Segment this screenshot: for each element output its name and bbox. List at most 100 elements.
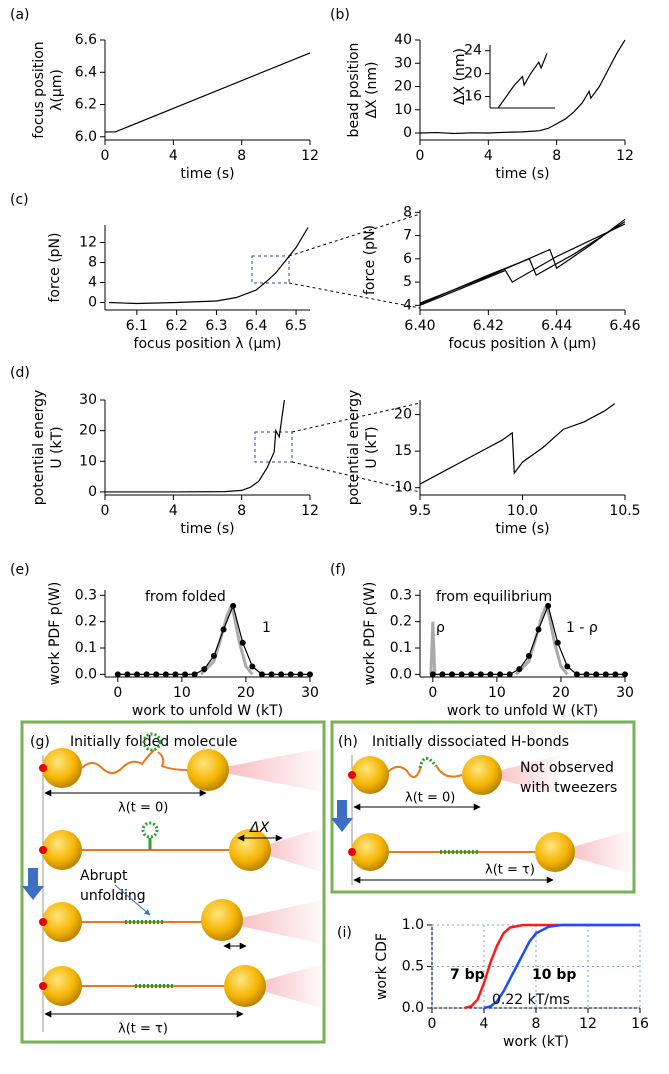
legend-label: 7 bp <box>450 967 485 983</box>
y-tick-label: 20 <box>394 407 412 423</box>
y-axis-label: focus position <box>31 41 47 138</box>
data-point <box>573 671 580 678</box>
y-tick-label: 10 <box>394 480 412 496</box>
bead <box>351 756 389 794</box>
note: unfolding <box>80 888 146 904</box>
data-point <box>201 666 208 673</box>
bead <box>187 749 229 791</box>
x-tick-label: 6.2 <box>166 318 188 334</box>
data-line <box>419 223 626 306</box>
panel-label: (h) <box>338 734 358 750</box>
trap <box>555 830 632 874</box>
data-line <box>105 52 311 133</box>
bead <box>535 832 575 872</box>
trap <box>210 748 322 792</box>
x-axis-label: time (s) <box>180 521 234 537</box>
panel-label: (i) <box>337 925 352 941</box>
dx-label: ΔX <box>249 820 270 836</box>
y-tick-label: 0.1 <box>390 640 412 656</box>
y-tick-label: 8 <box>403 204 412 220</box>
data-line <box>419 218 626 304</box>
data-line <box>483 923 640 1010</box>
x-tick-label: 6.5 <box>285 318 307 334</box>
y-tick-label: 0 <box>88 484 97 500</box>
y-tick-label: 0.5 <box>402 959 424 975</box>
hairpin <box>142 732 162 752</box>
data-point <box>622 671 628 678</box>
y-axis-label: force (pN) <box>47 233 63 303</box>
y-axis-label: ΔX (nm) <box>452 48 468 105</box>
diagram-title: Initially folded molecule <box>70 734 237 750</box>
data-point <box>583 671 590 678</box>
data-point <box>210 652 217 659</box>
distance-label: λ(t = τ) <box>118 1022 168 1037</box>
legend-label: 10 bp <box>532 967 576 983</box>
tether <box>384 764 463 778</box>
panel-label: (f) <box>330 562 346 578</box>
diagram-h: (h) Initially dissociated H-bonds Not ob… <box>330 720 636 894</box>
dissociated-hairpin <box>418 757 438 769</box>
anchor <box>39 764 47 772</box>
y-tick-label: 6.2 <box>75 97 97 113</box>
note: Not observed <box>520 760 614 776</box>
y-axis-label: potential energy <box>31 390 47 506</box>
note: with tweezers <box>520 780 617 796</box>
x-tick-label: 12 <box>301 148 319 164</box>
x-tick-label: 10 <box>173 685 191 701</box>
time-arrow <box>331 800 353 832</box>
diagram-g: (g) Initially folded molecule λ(t = 0) Δ… <box>20 720 326 1044</box>
zoom-box <box>254 431 293 463</box>
y-tick-label: 40 <box>394 32 412 48</box>
panel-label: (d) <box>10 365 30 381</box>
panel-label: (g) <box>30 734 50 750</box>
panel-label: (e) <box>10 562 30 578</box>
x-tick-label: 0 <box>416 148 425 164</box>
data-line <box>419 221 626 305</box>
y-axis-label: U (kT) <box>364 426 380 468</box>
distance-label: λ(t = τ) <box>485 863 535 878</box>
y-tick-label: 6 <box>403 251 412 267</box>
hairpin <box>141 821 159 839</box>
y-tick-label: 20 <box>464 66 482 82</box>
y-tick-label: 10 <box>79 453 97 469</box>
y-tick-label: 0.0 <box>402 1000 424 1016</box>
data-point <box>268 671 275 678</box>
zoom-line <box>291 461 421 493</box>
data-point <box>468 671 475 678</box>
x-tick-label: 10.0 <box>507 503 538 519</box>
y-axis-label: work CDF <box>374 933 390 1000</box>
x-axis-label: time (s) <box>495 521 549 537</box>
inset-background <box>482 40 562 118</box>
trap <box>250 828 322 872</box>
panel-frame <box>330 720 636 894</box>
x-tick-label: 6.4 <box>245 318 267 334</box>
x-tick-label: 4 <box>480 1016 489 1032</box>
data-point <box>287 671 294 678</box>
bead <box>201 899 243 941</box>
zoom-line <box>291 402 421 433</box>
x-tick-label: 0 <box>428 1016 437 1032</box>
x-tick-label: 4 <box>169 503 178 519</box>
y-tick-label: 0 <box>403 125 412 141</box>
y-tick-label: 1.0 <box>402 917 424 933</box>
data-point <box>458 671 465 678</box>
data-line <box>429 621 437 675</box>
x-tick-label: 12 <box>579 1016 597 1032</box>
y-tick-label: 12 <box>79 235 97 251</box>
x-axis-label: work (kT) <box>503 1034 569 1050</box>
data-line <box>419 403 616 485</box>
y-axis-label: λ(µm) <box>49 69 65 111</box>
y-axis-label: ΔX (nm) <box>364 61 380 118</box>
data-point <box>249 663 256 670</box>
y-tick-label: 0.2 <box>75 614 97 630</box>
x-tick-label: 30 <box>301 685 319 701</box>
data-point <box>564 663 571 670</box>
data-point <box>612 671 619 678</box>
y-tick-label: 30 <box>394 55 412 71</box>
y-tick-label: 0.0 <box>75 666 97 682</box>
annotation: ρ <box>436 620 445 636</box>
x-tick-label: 6.42 <box>473 318 504 334</box>
x-tick-label: 6.1 <box>126 318 148 334</box>
trap <box>482 755 560 795</box>
bead <box>42 830 82 870</box>
